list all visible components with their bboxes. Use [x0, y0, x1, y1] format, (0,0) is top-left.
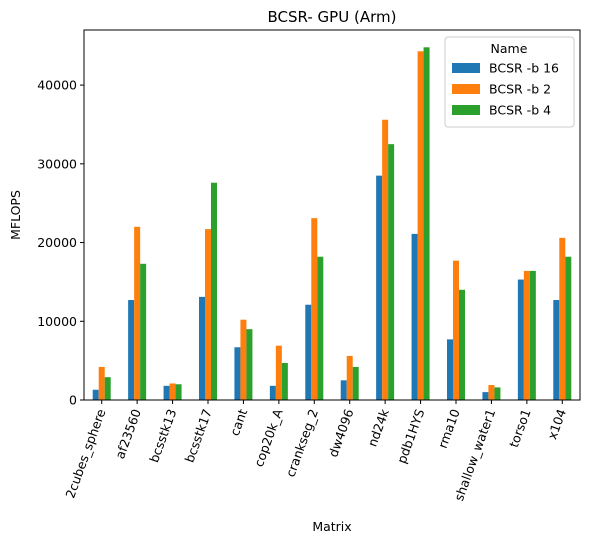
x-tick-label: pdb1HYS [394, 407, 428, 465]
bar-torso1-series-1 [517, 279, 524, 400]
bar-rma10-series-3 [459, 289, 465, 400]
x-axis-label: Matrix [312, 519, 351, 534]
bar-dw4096-series-2 [346, 355, 353, 400]
bar-shallow_water1-series-2 [488, 385, 495, 400]
bar-x104-series-2 [559, 237, 566, 400]
bar-nd24k-series-1 [376, 175, 383, 400]
bar-2cubes_sphere-series-2 [98, 366, 105, 400]
chart-title: BCSR- GPU (Arm) [268, 8, 397, 26]
y-tick-label: 20000 [37, 235, 77, 250]
x-tick-label: rma10 [435, 407, 463, 450]
legend-title: Name [491, 41, 528, 56]
x-tick-label: torso1 [506, 407, 534, 450]
x-tick-label: dw4096 [325, 407, 356, 459]
x-axis: 2cubes_sphere af23560 bcsstk13 bcsstk17 cant… [62, 400, 569, 503]
x-tick-label: af23560 [112, 407, 144, 461]
bar-bcsstk13-series-3 [175, 384, 182, 400]
legend-label-series-2: BCSR -b 2 [489, 82, 551, 97]
bar-dw4096-series-1 [340, 380, 347, 400]
x-tick-label: 2cubes_sphere [62, 407, 108, 501]
y-axis-label: MFLOPS [8, 190, 23, 240]
bar-rma10-series-1 [447, 339, 453, 400]
bar-bcsstk17-series-1 [199, 296, 205, 400]
x-tick-label: crankseg_2 [283, 407, 321, 479]
bar-cop20k_A-series-3 [281, 363, 288, 400]
bar-x104-series-1 [553, 300, 560, 400]
bar-shallow_water1-series-1 [482, 392, 489, 400]
legend-frame [444, 36, 575, 128]
bar-af23560-series-2 [134, 226, 141, 400]
bar-cop20k_A-series-2 [275, 345, 282, 400]
bar-cant-series-2 [240, 319, 247, 400]
bar-torso1-series-3 [529, 270, 536, 400]
bar-af23560-series-3 [140, 263, 147, 400]
bar-x104-series-3 [565, 256, 572, 400]
plot-frame [83, 29, 581, 401]
bar-cop20k_A-series-1 [269, 385, 276, 400]
y-tick-label: 0 [69, 393, 77, 408]
bar-crankseg_2-series-2 [311, 218, 318, 400]
legend-swatch-series-3 [452, 105, 480, 115]
bar-2cubes_sphere-series-1 [92, 389, 99, 400]
bar-cant-series-1 [234, 347, 241, 400]
bar-crankseg_2-series-1 [305, 304, 312, 400]
y-tick-label: 40000 [37, 78, 77, 93]
bar-nd24k-series-2 [382, 119, 389, 400]
bar-shallow_water1-series-3 [494, 387, 501, 400]
legend-label-series-1: BCSR -b 16 [489, 61, 559, 76]
bar-af23560-series-1 [128, 300, 135, 400]
y-tick-label: 30000 [37, 156, 77, 171]
bar-rma10-series-2 [453, 260, 459, 400]
bar-bcsstk13-series-1 [163, 385, 170, 400]
legend-label-series-3: BCSR -b 4 [489, 103, 551, 118]
x-tick-label: nd24k [365, 406, 393, 448]
bars-layer [92, 47, 572, 401]
x-tick-label: x104 [544, 407, 569, 442]
x-tick-label: cant [227, 407, 250, 438]
x-tick-label: bcsstk13 [146, 407, 179, 465]
bar-cant-series-3 [246, 329, 253, 400]
legend-swatch-series-2 [452, 84, 480, 94]
y-tick-label: 10000 [37, 314, 77, 329]
bar-torso1-series-2 [523, 270, 530, 400]
bar-pdb1HYS-series-1 [411, 233, 418, 400]
bar-bcsstk17-series-3 [211, 182, 217, 400]
legend: Name BCSR -b 16 BCSR -b 2 BCSR -b 4 [444, 36, 575, 128]
x-tick-label: bcsstk17 [182, 407, 215, 465]
bar-pdb1HYS-series-2 [417, 51, 424, 401]
bar-nd24k-series-3 [388, 144, 395, 400]
x-tick-label: cop20k_A [251, 406, 286, 468]
bar-dw4096-series-3 [352, 366, 359, 400]
bar-bcsstk17-series-2 [205, 229, 211, 400]
bar-pdb1HYS-series-3 [423, 47, 430, 400]
bar-2cubes_sphere-series-3 [104, 377, 111, 400]
bar-crankseg_2-series-3 [317, 256, 324, 400]
legend-swatch-series-1 [452, 63, 480, 73]
bar-bcsstk13-series-2 [169, 383, 176, 400]
y-axis: 0 10000 20000 30000 40000 [37, 78, 84, 408]
